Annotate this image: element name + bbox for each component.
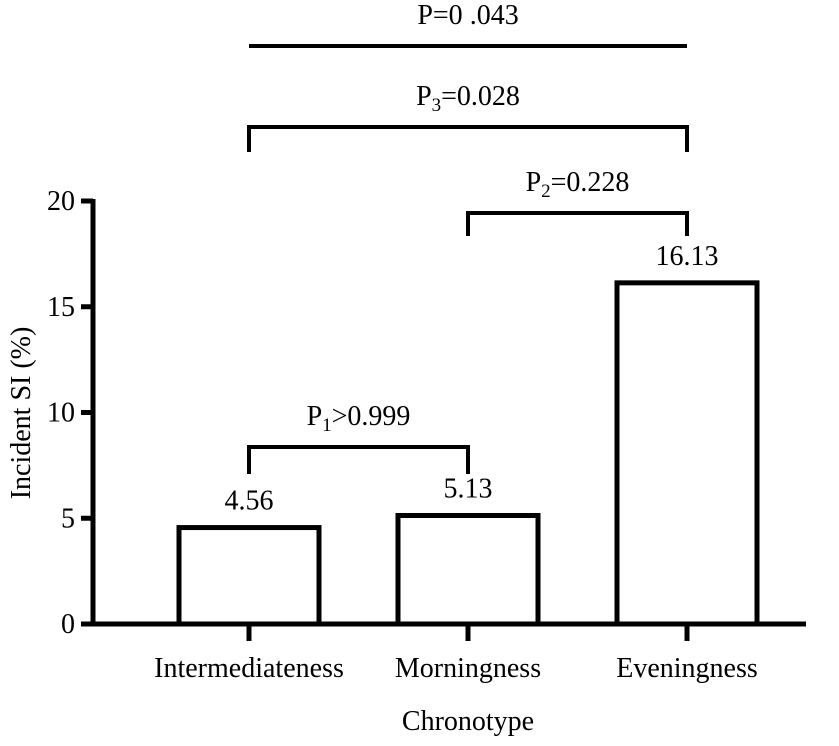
significance-bracket [466,211,689,236]
p-value-label: P1>0.999 [307,401,411,436]
bar [395,513,541,627]
p-value-label: P=0 .043 [417,0,518,31]
y-tick-label: 20 [47,186,75,217]
p-value-label: P3=0.028 [416,81,520,116]
value-labels: 4.56 5.13 16.13 [225,241,719,517]
y-tick-label: 15 [47,292,75,323]
data-label: 5.13 [444,474,493,505]
p-value-label: P2=0.228 [526,167,630,202]
x-tick-label: Eveningness [616,653,758,684]
significance-bracket [247,125,689,152]
x-tick-label: Morningness [395,653,541,684]
significance-bracket [247,445,470,474]
data-label: 16.13 [656,241,719,272]
bars [176,280,760,627]
significance-brackets: P1>0.999 P2=0.228 P3=0.028 P=0 .043 [247,0,689,474]
bar [176,525,322,627]
x-tick-label: Intermediateness [154,653,344,684]
data-label: 4.56 [225,486,274,517]
axes: 0 5 10 15 20 Intermediateness Morningness Eveni… [47,186,806,684]
y-tick-label: 0 [61,609,75,640]
bar [614,280,760,627]
y-tick-label: 10 [47,398,75,429]
y-tick-label: 5 [61,503,75,534]
x-axis-title: Chronotype [402,706,534,737]
y-axis-title: Incident SI (%) [6,327,37,500]
